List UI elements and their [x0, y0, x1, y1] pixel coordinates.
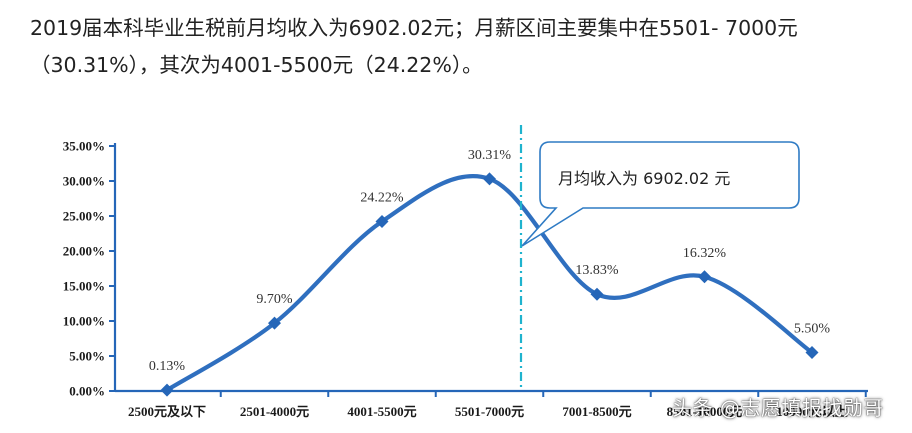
- annotation-callout: [521, 141, 800, 247]
- x-category-label: 7001-8500元: [562, 404, 631, 419]
- y-tick-label: 15.00%: [63, 279, 105, 294]
- x-category-label: 10000元以上: [776, 404, 848, 419]
- intro-paragraph: 2019届本科毕业生税前月均收入为6902.02元；月薪区间主要集中在5501-…: [30, 16, 798, 77]
- annotation-text: 月均收入为 6902.02 元: [558, 169, 730, 188]
- y-tick-label: 10.00%: [63, 314, 105, 329]
- y-tick-label: 30.00%: [63, 174, 105, 189]
- x-category-label: 4001-5500元: [347, 404, 416, 419]
- x-category-label: 8501-10000元: [667, 404, 743, 419]
- data-label: 5.50%: [794, 322, 831, 337]
- data-point-marker: [698, 270, 711, 284]
- y-tick-label: 35.00%: [63, 139, 105, 154]
- x-category-label: 2500元及以下: [128, 404, 206, 419]
- data-point-marker: [268, 316, 281, 330]
- y-tick-label: 25.00%: [63, 209, 105, 224]
- y-tick-label: 5.00%: [69, 349, 105, 364]
- data-point-marker: [483, 172, 496, 186]
- y-tick-label: 20.00%: [63, 244, 105, 259]
- watermark: 头条 @志愿填报找勋哥: [672, 396, 884, 420]
- data-label: 30.31%: [468, 148, 512, 163]
- data-label: 9.70%: [256, 292, 293, 307]
- data-point-marker: [805, 346, 819, 359]
- data-label: 0.13%: [149, 359, 186, 374]
- y-tick-label: 0.00%: [69, 384, 105, 399]
- x-category-label: 2501-4000元: [240, 404, 309, 419]
- data-point-marker: [375, 214, 389, 228]
- x-category-label: 5501-7000元: [455, 404, 524, 419]
- data-point-marker: [160, 383, 174, 397]
- data-label: 13.83%: [575, 263, 619, 278]
- data-label: 24.22%: [360, 190, 404, 205]
- data-point-marker: [590, 287, 604, 301]
- data-label: 16.32%: [683, 246, 727, 261]
